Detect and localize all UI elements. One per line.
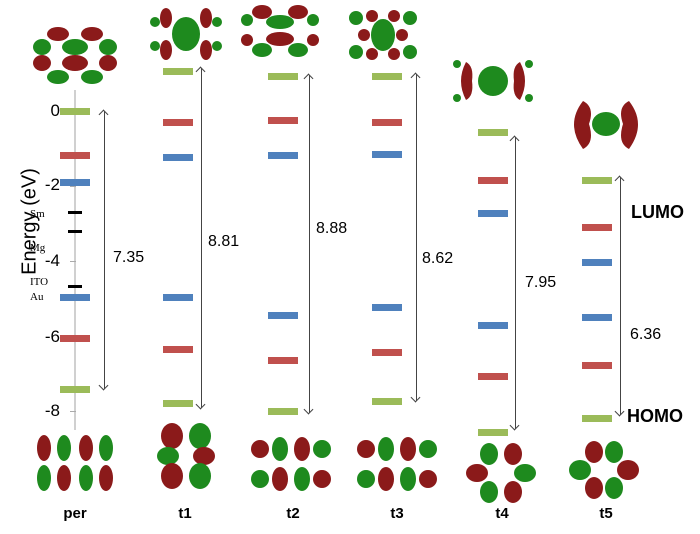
level-lumo3 (60, 179, 90, 186)
y-tick-label: -6 (44, 327, 60, 346)
level-lumo2 (60, 152, 90, 159)
level-homo2 (268, 357, 298, 364)
column-label-t4: t4 (495, 505, 509, 522)
orbital-lumo-t4-icon (453, 60, 533, 102)
y-tick-label: -2 (44, 175, 60, 194)
gap-value: 8.62 (422, 250, 454, 267)
column-label-t1: t1 (178, 505, 192, 522)
gap-value: 7.95 (525, 274, 557, 291)
y-tick-label: -4 (44, 251, 60, 270)
gap-arrow (309, 75, 310, 413)
orbital-homo-t3-icon (357, 437, 437, 491)
wf-label-au: Au (30, 291, 44, 303)
orbital-homo-t5-icon (569, 441, 639, 499)
y-tick (70, 411, 76, 412)
gap-value: 8.88 (316, 220, 348, 237)
level-lumo1 (60, 108, 90, 115)
level-homo3 (268, 312, 298, 319)
level-lumo1 (582, 177, 612, 184)
level-homo3 (478, 322, 508, 329)
gap-value: 8.81 (208, 233, 240, 250)
orbital-homo-t1-icon (157, 423, 215, 489)
wf-marker-ito (68, 285, 82, 288)
wf-marker-sm (68, 211, 82, 214)
level-homo1 (163, 400, 193, 407)
gap-arrow (416, 74, 417, 401)
y-tick (70, 261, 76, 262)
y-tick-label: -8 (44, 401, 60, 420)
gap-arrow (515, 137, 516, 429)
level-lumo3 (163, 154, 193, 161)
column-label-t5: t5 (599, 505, 613, 522)
orbital-lumo-t2-icon (241, 5, 319, 57)
level-lumo2 (268, 117, 298, 124)
column-label-per: per (63, 505, 87, 522)
wf-label-sm: Sm (30, 208, 45, 220)
level-lumo1 (268, 73, 298, 80)
level-homo2 (478, 373, 508, 380)
level-homo2 (582, 362, 612, 369)
y-axis-line (74, 90, 76, 430)
level-homo3 (372, 304, 402, 311)
y-tick-label: 0 (50, 101, 60, 120)
level-lumo2 (478, 177, 508, 184)
level-homo1 (60, 386, 90, 393)
orbital-homo-t2-icon (251, 437, 331, 491)
orbital-homo-t4-icon (466, 443, 536, 503)
gap-arrow (201, 68, 202, 408)
level-lumo3 (582, 259, 612, 266)
level-lumo3 (268, 152, 298, 159)
wf-label-mg: Mg (30, 242, 46, 254)
level-homo2 (372, 349, 402, 356)
level-homo2 (163, 346, 193, 353)
orbital-lumo-t3-icon (349, 10, 417, 60)
level-homo1 (372, 398, 402, 405)
orbital-lumo-per-icon (33, 27, 117, 84)
level-lumo2 (582, 224, 612, 231)
homo-label: HOMO (627, 406, 683, 426)
gap-arrow (620, 177, 621, 415)
level-lumo1 (163, 68, 193, 75)
level-homo3 (60, 294, 90, 301)
level-homo3 (582, 314, 612, 321)
orbital-lumo-t5-icon (574, 101, 638, 149)
level-homo1 (268, 408, 298, 415)
lumo-label: LUMO (631, 202, 684, 222)
level-lumo3 (478, 210, 508, 217)
level-homo3 (163, 294, 193, 301)
level-lumo1 (372, 73, 402, 80)
level-homo2 (60, 335, 90, 342)
level-lumo3 (372, 151, 402, 158)
column-label-t2: t2 (286, 505, 300, 522)
y-tick (70, 186, 76, 187)
wf-label-ito: ITO (30, 276, 49, 288)
level-lumo2 (163, 119, 193, 126)
column-label-t3: t3 (390, 505, 404, 522)
orbital-homo-per-icon (37, 435, 113, 491)
gap-value: 6.36 (630, 326, 662, 343)
wf-marker-mg (68, 230, 82, 233)
gap-value: 7.35 (113, 249, 145, 266)
orbital-lumo-t1-icon (150, 8, 222, 60)
gap-arrow (104, 111, 105, 389)
level-homo1 (582, 415, 612, 422)
level-homo1 (478, 429, 508, 436)
level-lumo1 (478, 129, 508, 136)
level-lumo2 (372, 119, 402, 126)
